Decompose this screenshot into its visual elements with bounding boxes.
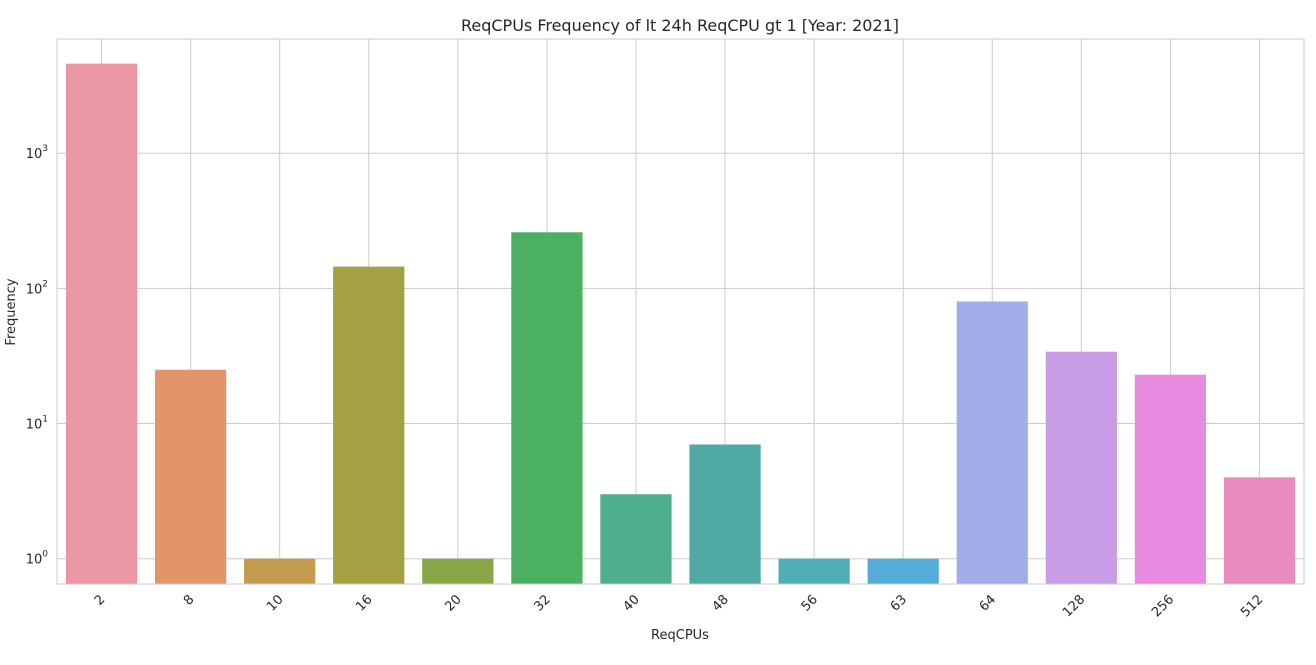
bar-16 — [333, 266, 405, 584]
bar-20 — [422, 558, 494, 584]
x-tick-label: 20 — [442, 592, 464, 614]
bar-8 — [154, 369, 227, 584]
y-tick-labels: 100 101 102 103 — [26, 144, 49, 567]
x-tick-label: 128 — [1060, 592, 1088, 620]
y-tick-label: 100 — [26, 550, 49, 568]
x-tick-label: 16 — [353, 592, 375, 614]
bar-64 — [956, 301, 1028, 584]
bar-10 — [244, 558, 316, 584]
y-tick-label: 102 — [26, 279, 48, 297]
x-tick-label: 512 — [1238, 592, 1266, 620]
x-tick-label: 40 — [620, 592, 642, 614]
bar-512 — [1223, 477, 1296, 584]
x-tick-label: 256 — [1149, 592, 1177, 620]
x-tick-label: 48 — [710, 592, 732, 614]
bar-256 — [1134, 374, 1207, 584]
bar-128 — [1045, 351, 1117, 584]
x-tick-labels: 2 8 10 16 20 32 40 48 56 63 64 128 256 512 — [92, 592, 1266, 620]
bar-40 — [600, 494, 672, 584]
x-tick-label: 10 — [264, 592, 286, 614]
x-axis-label: ReqCPUs — [651, 628, 709, 643]
bar-2 — [65, 63, 138, 584]
x-tick-label: 63 — [888, 592, 910, 614]
x-tick-label: 64 — [977, 592, 999, 614]
bars — [65, 63, 1296, 584]
y-tick-label: 101 — [26, 415, 48, 433]
plot-frame — [56, 38, 1305, 585]
bar-48 — [689, 444, 761, 584]
x-tick-label: 8 — [181, 592, 197, 608]
bar-32 — [511, 232, 583, 584]
x-tick-label: 32 — [531, 592, 553, 614]
chart-title: ReqCPUs Frequency of lt 24h ReqCPU gt 1 … — [461, 16, 899, 35]
x-tick-label: 56 — [799, 592, 821, 614]
y-axis-label: Frequency — [4, 278, 19, 345]
x-tick-label: 2 — [92, 592, 108, 608]
y-tick-label: 103 — [26, 144, 48, 162]
bar-56 — [778, 558, 850, 584]
bar-63 — [867, 558, 939, 584]
